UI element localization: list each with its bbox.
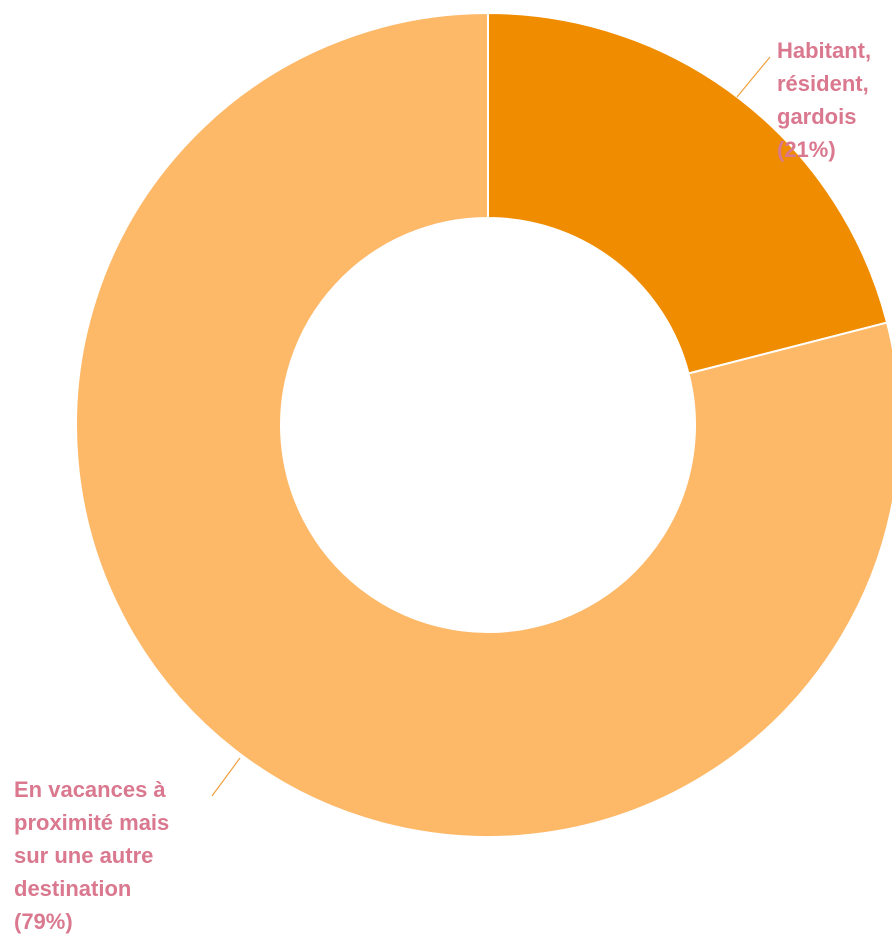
slice-label-line: (79%) bbox=[14, 909, 73, 934]
labels-layer: Habitant, résident, gardois (21%) En vacance… bbox=[14, 38, 871, 934]
pie-slice-1 bbox=[487, 11, 889, 375]
leader-lines-layer bbox=[211, 56, 771, 797]
slice-label-line: (21%) bbox=[777, 137, 836, 162]
slice-label-line: Habitant, bbox=[777, 38, 871, 63]
slice-label-2: En vacances à proximité mais sur une autre… bbox=[14, 777, 169, 934]
slice-label-line: gardois bbox=[777, 104, 856, 129]
leader-line-2 bbox=[211, 757, 241, 797]
slice-label-1: Habitant, résident, gardois (21%) bbox=[777, 38, 871, 162]
slices-layer bbox=[75, 11, 892, 838]
slice-label-line: En vacances à bbox=[14, 777, 166, 802]
slice-label-line: résident, bbox=[777, 71, 869, 96]
leader-line-1 bbox=[736, 56, 771, 98]
slice-label-line: sur une autre bbox=[14, 843, 153, 868]
pie-slice-2 bbox=[75, 11, 892, 838]
slice-label-line: destination bbox=[14, 876, 131, 901]
slice-label-line: proximité mais bbox=[14, 810, 169, 835]
